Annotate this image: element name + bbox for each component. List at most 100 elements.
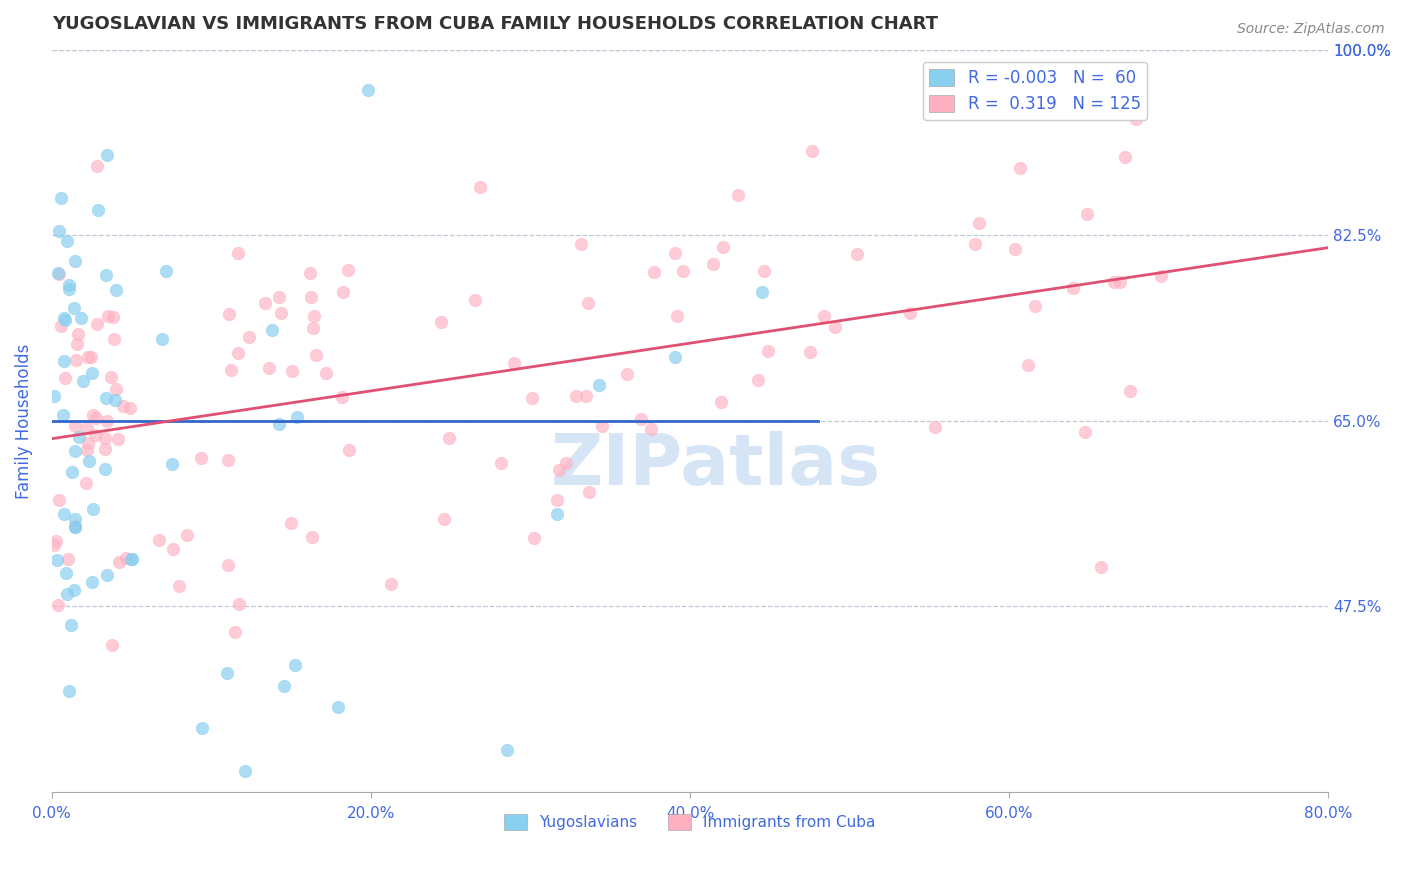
Point	[664, 350, 686, 364]
Point	[1010, 161, 1032, 176]
Point	[55, 566, 77, 581]
Point	[150, 332, 173, 346]
Point	[82, 408, 104, 422]
Point	[273, 679, 295, 693]
Point	[967, 216, 990, 230]
Point	[575, 388, 598, 402]
Point	[86, 159, 108, 173]
Point	[191, 722, 214, 736]
Point	[800, 145, 823, 159]
Point	[665, 309, 688, 323]
Point	[96, 414, 118, 428]
Point	[48, 224, 70, 238]
Point	[70, 311, 93, 326]
Point	[65, 519, 87, 533]
Point	[60, 465, 83, 479]
Point	[267, 417, 290, 431]
Point	[752, 263, 775, 277]
Text: YUGOSLAVIAN VS IMMIGRANTS FROM CUBA FAMILY HOUSEHOLDS CORRELATION CHART: YUGOSLAVIAN VS IMMIGRANTS FROM CUBA FAMI…	[52, 15, 938, 33]
Point	[285, 409, 308, 424]
Point	[100, 370, 122, 384]
Point	[96, 148, 118, 162]
Point	[45, 534, 67, 549]
Point	[104, 283, 127, 297]
Point	[569, 237, 592, 252]
Point	[702, 256, 724, 270]
Point	[1114, 150, 1136, 164]
Point	[52, 507, 75, 521]
Point	[76, 436, 98, 450]
Point	[120, 552, 142, 566]
Point	[751, 285, 773, 299]
Point	[76, 421, 98, 435]
Point	[96, 391, 118, 405]
Point	[103, 331, 125, 345]
Point	[433, 512, 456, 526]
Point	[963, 237, 986, 252]
Point	[813, 309, 835, 323]
Point	[280, 364, 302, 378]
Point	[616, 367, 638, 381]
Point	[337, 442, 360, 457]
Point	[305, 348, 328, 362]
Point	[630, 412, 652, 426]
Point	[280, 516, 302, 530]
Point	[94, 431, 117, 445]
Point	[96, 568, 118, 582]
Point	[176, 528, 198, 542]
Point	[84, 427, 107, 442]
Point	[107, 555, 129, 569]
Point	[924, 420, 946, 434]
Point	[67, 430, 90, 444]
Point	[53, 354, 76, 368]
Point	[464, 293, 486, 307]
Point	[87, 202, 110, 217]
Point	[565, 389, 588, 403]
Point	[588, 378, 610, 392]
Point	[1102, 276, 1125, 290]
Point	[75, 475, 97, 490]
Point	[46, 598, 69, 612]
Point	[63, 512, 86, 526]
Point	[1109, 275, 1132, 289]
Point	[52, 408, 75, 422]
Point	[148, 533, 170, 547]
Point	[60, 618, 83, 632]
Point	[155, 264, 177, 278]
Point	[66, 336, 89, 351]
Point	[799, 345, 821, 359]
Point	[77, 350, 100, 364]
Point	[101, 310, 124, 325]
Point	[65, 353, 87, 368]
Point	[111, 399, 134, 413]
Point	[1090, 560, 1112, 574]
Point	[49, 319, 72, 334]
Point	[326, 700, 349, 714]
Point	[63, 520, 86, 534]
Point	[284, 657, 307, 672]
Point	[82, 501, 104, 516]
Point	[824, 320, 846, 334]
Point	[1150, 268, 1173, 283]
Point	[217, 558, 239, 573]
Point	[253, 296, 276, 310]
Point	[42, 538, 65, 552]
Point	[82, 366, 104, 380]
Point	[105, 382, 128, 396]
Point	[48, 493, 70, 508]
Point	[217, 665, 239, 680]
Point	[94, 268, 117, 282]
Point	[162, 542, 184, 557]
Legend: Yugoslavians, Immigrants from Cuba: Yugoslavians, Immigrants from Cuba	[498, 808, 882, 837]
Point	[48, 267, 70, 281]
Point	[430, 315, 453, 329]
Point	[228, 597, 250, 611]
Point	[56, 234, 79, 248]
Point	[468, 179, 491, 194]
Point	[269, 290, 291, 304]
Point	[218, 307, 240, 321]
Point	[120, 401, 142, 415]
Point	[56, 552, 79, 566]
Point	[93, 462, 115, 476]
Point	[548, 463, 571, 477]
